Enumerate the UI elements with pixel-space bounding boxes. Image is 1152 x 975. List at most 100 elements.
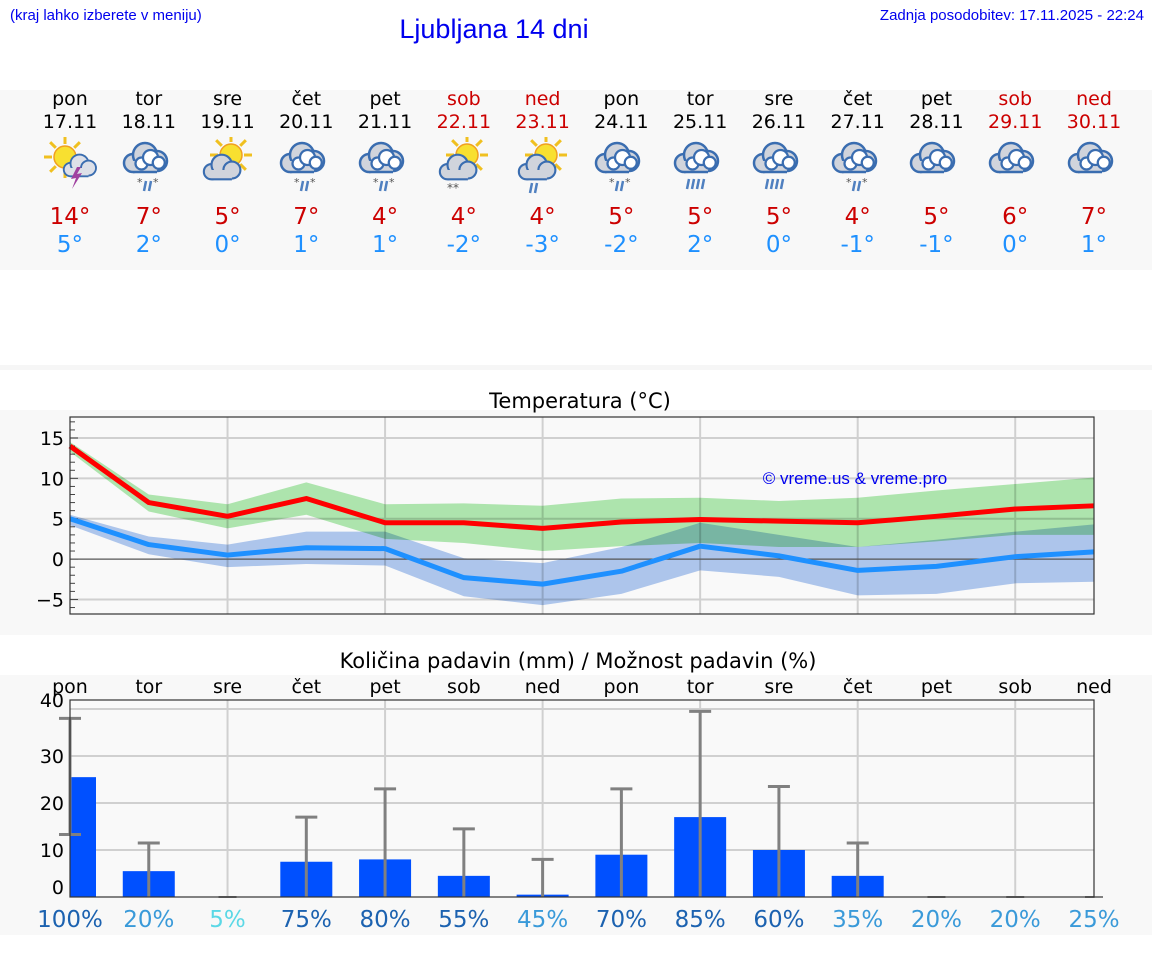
temperature-chart-title: Temperatura (°C) bbox=[488, 389, 671, 413]
day-name: ned bbox=[524, 88, 561, 110]
forecast-day: sre 26.11 5° 0° bbox=[740, 88, 818, 259]
watermark: © vreme.us & vreme.pro bbox=[763, 469, 947, 488]
max-temperature: 7° bbox=[1080, 204, 1108, 230]
cloud-rain-icon bbox=[661, 136, 739, 198]
day-name: sre bbox=[764, 88, 794, 110]
svg-text:*: * bbox=[310, 176, 316, 189]
precipitation-probability: 5% bbox=[209, 907, 246, 933]
max-temperature: 4° bbox=[450, 204, 477, 230]
day-date: 27.11 bbox=[830, 111, 885, 133]
day-name: tor bbox=[686, 88, 714, 110]
day-name: pon bbox=[52, 88, 88, 110]
sun-cloud-icon bbox=[189, 136, 267, 198]
day-name: čet bbox=[291, 88, 322, 110]
plot-frame bbox=[69, 416, 1095, 615]
max-temperature: 5° bbox=[765, 204, 792, 230]
svg-text:*: * bbox=[625, 176, 631, 189]
forecast-day: čet 20.11 * * 7° 1° bbox=[267, 88, 345, 259]
day-label: pet bbox=[369, 676, 400, 698]
day-date: 20.11 bbox=[279, 111, 334, 133]
svg-text:**: ** bbox=[447, 181, 459, 195]
y-tick-label: −5 bbox=[36, 589, 64, 611]
max-temperature: 5° bbox=[923, 204, 950, 230]
max-temperature: 5° bbox=[687, 204, 714, 230]
max-temperature: 5° bbox=[214, 204, 241, 230]
precipitation-probability: 20% bbox=[123, 907, 174, 933]
temperature-chart: 15 10 5 0 −5 bbox=[36, 416, 1095, 615]
day-date: 30.11 bbox=[1066, 111, 1122, 133]
sun-cloud-snow-icon: ** bbox=[425, 136, 503, 198]
daily-forecast-strip bbox=[0, 90, 1152, 270]
svg-text:*: * bbox=[137, 176, 143, 189]
min-temperature: -3° bbox=[525, 232, 560, 258]
day-label: ned bbox=[1076, 676, 1112, 698]
cloud-icon bbox=[897, 136, 975, 198]
day-label: pon bbox=[604, 676, 640, 698]
max-temperature: 14° bbox=[49, 204, 91, 230]
min-temperature: -2° bbox=[604, 232, 639, 258]
forecast-day: pon 24.11 * * 5° -2° bbox=[582, 88, 660, 259]
min-temperature: 0° bbox=[1002, 232, 1029, 258]
svg-text:*: * bbox=[373, 176, 379, 189]
sun-cloud-thunder-icon bbox=[31, 136, 109, 198]
min-temperature: 5° bbox=[56, 232, 84, 258]
precipitation-chart-title: Količina padavin (mm) / Možnost padavin … bbox=[340, 649, 817, 673]
precipitation-probability: 70% bbox=[596, 907, 647, 933]
cloud-sleet-icon: * * bbox=[582, 136, 660, 198]
svg-text:*: * bbox=[862, 176, 868, 189]
precipitation-probability: 55% bbox=[438, 907, 489, 933]
day-label: čet bbox=[292, 676, 322, 698]
day-date: 19.11 bbox=[200, 111, 255, 133]
region-hint-text: (kraj lahko izberete v meniju) bbox=[10, 7, 202, 24]
cloud-icon bbox=[976, 136, 1054, 198]
precipitation-probability: 75% bbox=[281, 907, 332, 933]
y-tick-label: 10 bbox=[40, 468, 64, 490]
max-temperature-line bbox=[68, 444, 1095, 531]
forecast-day: čet 27.11 * * 4° -1° bbox=[819, 88, 897, 259]
max-temperature: 4° bbox=[844, 204, 871, 230]
max-temperature: 6° bbox=[1002, 204, 1029, 230]
min-temperature: 1° bbox=[293, 232, 320, 258]
day-name: ned bbox=[1076, 88, 1112, 110]
forecast-day: sob 29.11 6° 0° bbox=[976, 88, 1054, 259]
min-temperature: -1° bbox=[919, 232, 954, 258]
forecast-day: pet 28.11 5° -1° bbox=[897, 88, 975, 259]
sun-cloud-rain-icon bbox=[504, 136, 582, 198]
cloud-sleet-icon: * * bbox=[819, 136, 897, 198]
day-name: sre bbox=[213, 88, 243, 110]
min-temperature-range-band bbox=[70, 514, 1094, 606]
precipitation-probability: 20% bbox=[990, 907, 1041, 933]
cloud-sleet-icon: * * bbox=[346, 136, 424, 198]
min-temperature: 0° bbox=[214, 232, 241, 258]
day-name: pet bbox=[920, 88, 953, 110]
forecast-day: sre 19.11 5° 0° bbox=[189, 88, 267, 259]
precipitation-probability: 20% bbox=[911, 907, 962, 933]
min-temperature: 1° bbox=[371, 232, 399, 258]
svg-text:*: * bbox=[389, 176, 395, 189]
y-tick-label: 10 bbox=[40, 840, 64, 862]
day-name: pet bbox=[369, 88, 401, 110]
cloud-rain-icon bbox=[740, 136, 818, 198]
forecast-day: ned 30.11 7° 1° bbox=[1055, 88, 1133, 259]
y-tick-label: 30 bbox=[40, 746, 64, 768]
min-temperature: -2° bbox=[446, 232, 482, 258]
y-tick-label: 20 bbox=[40, 793, 64, 815]
day-date: 22.11 bbox=[436, 111, 492, 133]
last-updated-text: Zadnja posodobitev: 17.11.2025 - 22:24 bbox=[879, 7, 1144, 24]
day-label: sob bbox=[998, 676, 1032, 698]
max-temperature: 7° bbox=[293, 204, 320, 230]
plot-frame bbox=[69, 699, 1095, 898]
day-name: tor bbox=[135, 88, 163, 110]
svg-text:*: * bbox=[609, 176, 615, 189]
max-temperature: 5° bbox=[608, 204, 635, 230]
forecast-day: tor 18.11 * * 7° 2° bbox=[110, 88, 188, 259]
precipitation-chart: 40 30 20 10 0 pon 100% tor 20% sre 5% čet 75% pet 80% s… bbox=[37, 676, 1119, 933]
forecast-day: sob 22.11 ** 4° -2° bbox=[425, 88, 503, 259]
day-label: ned bbox=[525, 676, 561, 698]
min-temperature: 2° bbox=[687, 232, 714, 258]
day-date: 21.11 bbox=[357, 111, 413, 133]
max-temperature: 4° bbox=[529, 204, 556, 230]
precipitation-probability: 35% bbox=[832, 907, 883, 933]
y-tick-label: 0 bbox=[52, 877, 64, 899]
cloud-sleet-icon: * * bbox=[110, 136, 188, 198]
